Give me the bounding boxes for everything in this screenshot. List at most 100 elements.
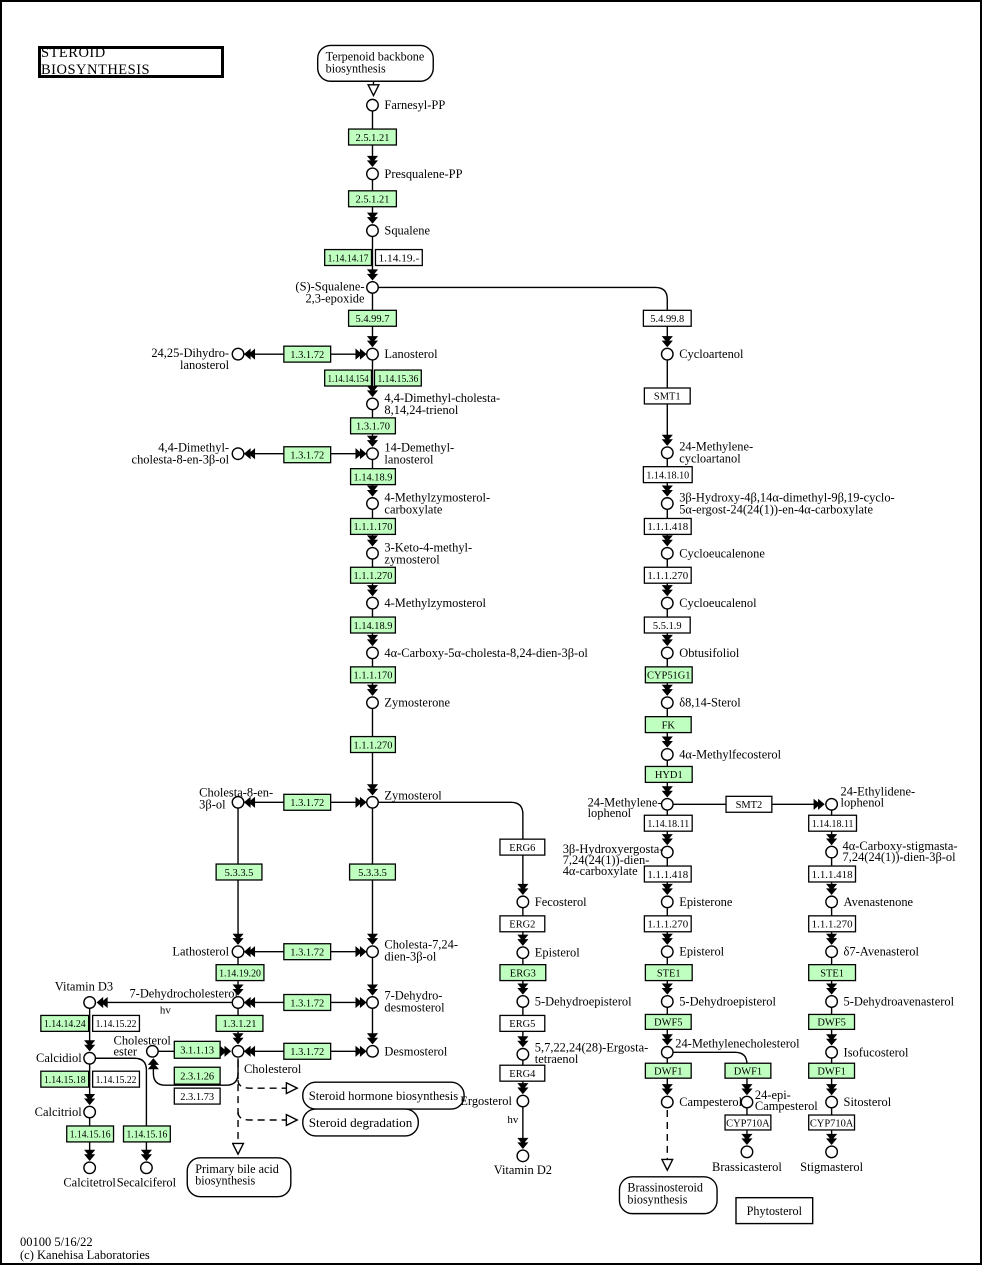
enzyme-box-ERG2[interactable] [499, 915, 546, 933]
compound-4a-carboxy-stigmasta-dien-3b-ol[interactable] [825, 845, 839, 859]
compound-episterone[interactable] [660, 895, 674, 909]
enzyme-box-1.14.15.16[interactable] [122, 1125, 171, 1143]
compound-cycloartenol[interactable] [660, 347, 674, 361]
enzyme-box-1.3.1.72[interactable] [283, 446, 332, 464]
enzyme-box-1.14.15.16[interactable] [66, 1125, 115, 1143]
enzyme-box-1.14.15.36[interactable] [373, 369, 422, 387]
enzyme-box-1.1.1.270[interactable] [349, 566, 397, 584]
enzyme-box-3.1.1.13[interactable] [173, 1040, 221, 1059]
enzyme-box-2.3.1.73[interactable] [173, 1087, 221, 1105]
compound-farnesyl-pp[interactable] [366, 98, 379, 112]
enzyme-box-1.1.1.418[interactable] [643, 865, 692, 883]
compound-secalciferol[interactable] [139, 1161, 153, 1175]
compound-lathosterol[interactable] [231, 945, 245, 959]
compound-vitamin-d2[interactable] [516, 1149, 530, 1163]
enzyme-box-CYP51G1[interactable] [644, 666, 693, 684]
compound-presqualene-pp[interactable] [366, 167, 379, 181]
pathway-link-steroid-degradation[interactable] [302, 1108, 419, 1137]
compound-s-squalene-2-3-epoxide[interactable] [366, 280, 379, 294]
compound-zymosterone[interactable] [366, 696, 379, 710]
compound-episterol-fungal[interactable] [516, 946, 530, 960]
enzyme-box-CYP710A[interactable] [724, 1114, 772, 1131]
enzyme-box-STE1[interactable] [644, 963, 693, 982]
enzyme-box-1.14.14.17[interactable] [324, 248, 373, 267]
enzyme-box-1.1.1.170[interactable] [349, 517, 397, 536]
compound-squalene[interactable] [366, 224, 379, 238]
enzyme-box-DWF5[interactable] [808, 1013, 856, 1031]
enzyme-box-1.14.15.22[interactable] [91, 1014, 141, 1033]
enzyme-box-1.3.1.72[interactable] [283, 1042, 332, 1060]
compound-4a-carboxy-5a-cholesta-8-24-dien-3b-ol[interactable] [366, 646, 379, 660]
enzyme-box-1.1.1.270[interactable] [349, 735, 397, 754]
enzyme-box-1.14.18.11[interactable] [643, 814, 693, 832]
compound-4-methylzymosterol[interactable] [366, 596, 379, 610]
enzyme-box-1.1.1.418[interactable] [808, 865, 857, 883]
compound-3b-hydroxyergosta-carboxylate[interactable] [660, 845, 674, 859]
enzyme-box-1.1.1.418[interactable] [643, 517, 692, 536]
enzyme-box-2.5.1.21[interactable] [347, 128, 398, 146]
compound-zymosterol[interactable] [366, 795, 379, 809]
enzyme-box-1.1.1.270[interactable] [643, 915, 692, 933]
enzyme-box-1.14.14.154[interactable] [324, 369, 373, 387]
compound-cycloeucalenol[interactable] [660, 596, 674, 610]
compound-cholesta-8-en-3b-ol[interactable] [231, 795, 245, 809]
enzyme-box-1.14.18.9[interactable] [349, 616, 397, 634]
enzyme-box-1.14.18.11[interactable] [808, 814, 858, 832]
compound-calcitriol[interactable] [83, 1105, 97, 1119]
enzyme-box-ERG5[interactable] [499, 1014, 546, 1033]
enzyme-box-HYD1[interactable] [644, 765, 693, 784]
compound-cholesterol-ester[interactable] [145, 1044, 159, 1058]
enzyme-box-1.3.1.21[interactable] [215, 1014, 264, 1033]
enzyme-box-1.1.1.170[interactable] [349, 666, 397, 684]
compound-24-25-dihydro-lanosterol[interactable] [231, 347, 245, 361]
compound-24-methylene-cycloartanol[interactable] [660, 446, 674, 460]
enzyme-box-1.3.1.72[interactable] [283, 943, 332, 961]
compound-d7-avenasterol[interactable] [825, 945, 839, 959]
enzyme-box-1.14.15.22[interactable] [91, 1070, 141, 1088]
compound-14-demethyl-lanosterol[interactable] [366, 447, 379, 461]
enzyme-box-1.1.1.270[interactable] [808, 915, 857, 933]
enzyme-box-SMT2[interactable] [725, 795, 773, 813]
enzyme-box-1.1.1.270[interactable] [643, 566, 692, 584]
pathway-link-brassinosteroid-biosynthesis[interactable] [618, 1176, 718, 1215]
compound-stigmasterol[interactable] [825, 1145, 839, 1159]
compound-4-4-dimethyl-cholesta-8-en-3b-ol[interactable] [231, 447, 245, 461]
enzyme-box-1.3.1.72[interactable] [283, 993, 332, 1012]
compound-7-dehydrocholesterol[interactable] [231, 996, 245, 1009]
enzyme-box-ERG3[interactable] [499, 963, 547, 982]
enzyme-box-1.3.1.70[interactable] [349, 417, 397, 435]
compound-3-keto-4-methyl-zymosterol[interactable] [366, 546, 379, 560]
compound-campesterol[interactable] [660, 1095, 674, 1109]
enzyme-box-DWF1[interactable] [724, 1062, 772, 1079]
compound-fecosterol[interactable] [516, 895, 530, 909]
pathway-link-primary-bile-acid-biosynthesis[interactable] [186, 1157, 292, 1198]
enzyme-box-CYP710A[interactable] [808, 1114, 856, 1131]
compound-ergosterol[interactable] [516, 1094, 530, 1108]
pathway-link-terpenoid-backbone-biosynthesis[interactable] [317, 44, 434, 82]
compound-calcitetrol[interactable] [83, 1161, 97, 1175]
compound-24-epi-campesterol[interactable] [740, 1095, 754, 1109]
pathway-link-phytosterol[interactable] [735, 1196, 814, 1225]
enzyme-box-5.4.99.8[interactable] [642, 309, 692, 327]
compound-24-methylene-lophenol[interactable] [660, 797, 674, 811]
enzyme-box-SMT1[interactable] [643, 387, 691, 405]
compound-4-4-dimethyl-cholesta-8-14-24-trienol[interactable] [366, 397, 379, 411]
compound-cycloeucalenone[interactable] [660, 546, 674, 560]
enzyme-box-DWF5[interactable] [644, 1013, 692, 1031]
enzyme-box-1.3.1.72[interactable] [283, 793, 332, 811]
enzyme-box-FK[interactable] [644, 716, 692, 734]
compound-cholesta-7-24-dien-3b-ol[interactable] [366, 945, 379, 959]
enzyme-box-1.14.15.18[interactable] [40, 1070, 90, 1088]
enzyme-box-5.3.3.5[interactable] [348, 863, 397, 881]
compound-5-dehydroavenasterol[interactable] [825, 995, 839, 1008]
compound-obtusifoliol[interactable] [660, 646, 674, 660]
enzyme-box-1.14.14.24[interactable] [40, 1014, 90, 1033]
compound-3b-hydroxy-4b-14a-dimethyl-cyclo-carboxylate[interactable] [660, 497, 674, 511]
compound-24-ethylidene-lophenol[interactable] [825, 797, 839, 811]
compound-cholesterol[interactable] [231, 1044, 245, 1058]
enzyme-box-2.3.1.26[interactable] [173, 1066, 221, 1085]
compound-desmosterol[interactable] [366, 1044, 379, 1058]
enzyme-box-ERG6[interactable] [499, 838, 546, 856]
compound-5-dehydroepisterol-fungal[interactable] [516, 995, 530, 1008]
compound-24-methylenecholesterol[interactable] [660, 1045, 674, 1059]
